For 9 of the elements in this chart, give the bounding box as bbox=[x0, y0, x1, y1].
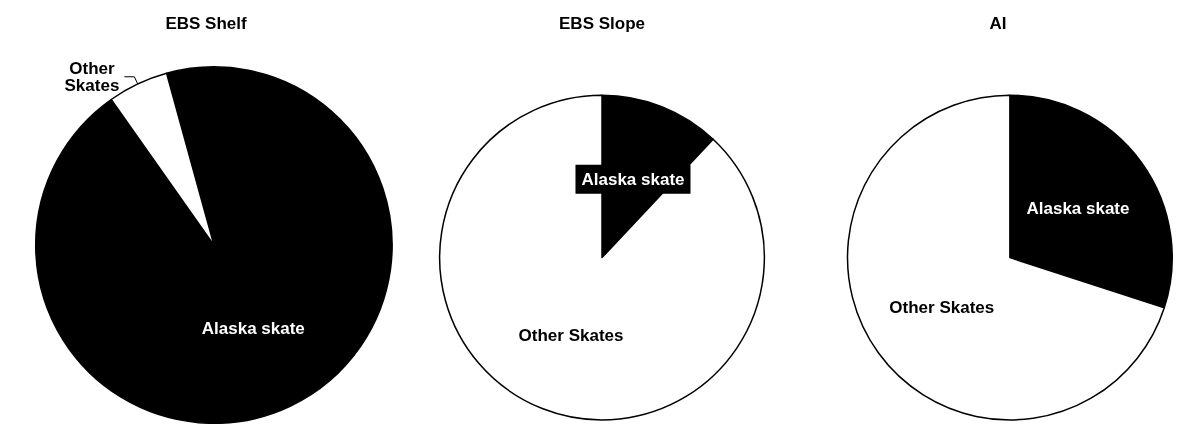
slice-label: Other Skates bbox=[518, 326, 624, 346]
slice-label: Other Skates bbox=[889, 297, 995, 317]
slice-label: Alaska skate bbox=[581, 169, 685, 189]
chart-title: EBS Slope bbox=[559, 14, 645, 33]
slice-label: Alaska skate bbox=[201, 318, 305, 338]
slice-label: Alaska skate bbox=[1026, 198, 1130, 218]
chart-title: EBS Shelf bbox=[165, 14, 247, 33]
chart-title: AI bbox=[989, 14, 1007, 33]
slice-label: Other Skates bbox=[64, 58, 120, 95]
